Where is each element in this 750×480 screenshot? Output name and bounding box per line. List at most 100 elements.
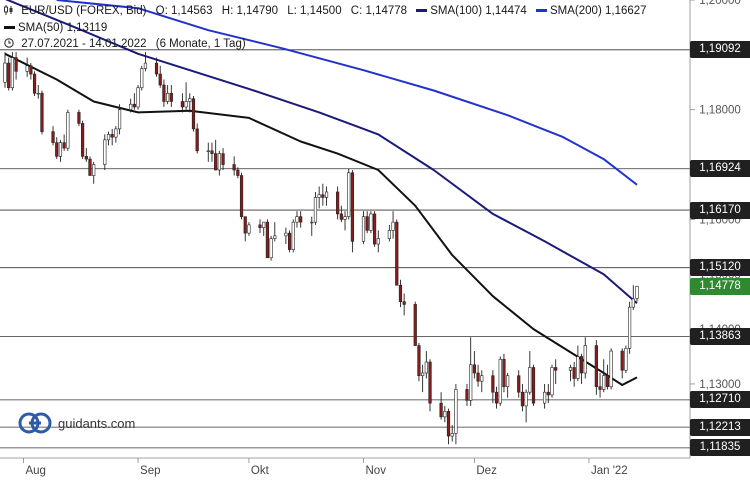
candle bbox=[92, 161, 96, 184]
sma100-legend: SMA(100) 1,14474 bbox=[416, 5, 527, 17]
candle bbox=[25, 57, 29, 77]
candle bbox=[321, 183, 325, 206]
sma100-legend-text: SMA(100) 1,14474 bbox=[430, 5, 527, 17]
candle-body bbox=[40, 92, 44, 132]
candle bbox=[313, 191, 318, 225]
candle-body bbox=[631, 298, 635, 308]
time-tick-label: Jan '22 bbox=[591, 465, 628, 477]
candle bbox=[40, 90, 44, 135]
candle bbox=[55, 137, 59, 160]
candle bbox=[343, 211, 347, 231]
candle-body bbox=[7, 62, 11, 89]
candle-body bbox=[365, 216, 369, 231]
legend-row-range: 27.07.2021 - 14.01.2022 (6 Monate, 1 Tag… bbox=[4, 38, 252, 50]
price-tick-label: 1,18000 bbox=[699, 105, 741, 117]
candle-body bbox=[55, 142, 59, 157]
candle-body bbox=[476, 372, 480, 382]
candle bbox=[136, 85, 140, 110]
ohlc-open: O: 1,14563 bbox=[155, 5, 213, 17]
candle bbox=[10, 52, 14, 91]
candle-body bbox=[158, 73, 162, 86]
candle bbox=[421, 364, 425, 393]
candle bbox=[369, 211, 373, 234]
candle-body bbox=[439, 402, 443, 418]
candle bbox=[188, 93, 192, 113]
candle bbox=[258, 219, 262, 234]
price-level-label: 1,12710 bbox=[690, 391, 750, 409]
candle bbox=[84, 148, 88, 162]
legend-row-sma50: SMA(50) 1,13119 bbox=[4, 22, 113, 34]
sma200-legend: SMA(200) 1,16627 bbox=[536, 5, 647, 17]
candle bbox=[232, 156, 236, 176]
candle-body bbox=[262, 221, 266, 228]
candle bbox=[572, 362, 576, 387]
candle bbox=[498, 356, 502, 406]
candle-body bbox=[317, 194, 321, 198]
price-level-label: 1,16170 bbox=[690, 201, 750, 219]
candle-body bbox=[583, 345, 587, 374]
candle-body bbox=[180, 101, 185, 108]
candle bbox=[517, 370, 521, 398]
candle bbox=[365, 211, 369, 234]
candle bbox=[154, 57, 159, 77]
candle-body bbox=[391, 221, 395, 231]
candle bbox=[594, 340, 598, 395]
candle bbox=[217, 150, 221, 176]
candle-body bbox=[376, 238, 380, 245]
candle-body bbox=[58, 142, 63, 157]
candle bbox=[476, 364, 480, 387]
candle-body bbox=[517, 375, 521, 393]
candle-body bbox=[446, 411, 451, 437]
candle bbox=[546, 383, 550, 404]
guidants-logo[interactable]: guidants.com bbox=[18, 411, 135, 435]
candle bbox=[180, 93, 185, 113]
candle bbox=[158, 65, 162, 88]
candle bbox=[14, 52, 18, 80]
candle bbox=[568, 364, 573, 382]
candle-body bbox=[321, 194, 325, 198]
candle-body bbox=[339, 213, 343, 220]
candle bbox=[77, 109, 81, 127]
candle-body bbox=[421, 372, 425, 377]
candle-body bbox=[129, 103, 133, 111]
candle-body bbox=[620, 350, 624, 371]
candle bbox=[114, 126, 118, 143]
candle-body bbox=[299, 216, 303, 223]
candle bbox=[624, 345, 628, 373]
candle bbox=[450, 425, 454, 442]
candle-body bbox=[361, 216, 366, 242]
candle bbox=[191, 95, 196, 132]
candle bbox=[598, 372, 602, 398]
candle bbox=[391, 211, 395, 239]
candle-body bbox=[605, 375, 610, 387]
ohlc-high: H: 1,14790 bbox=[221, 5, 279, 17]
candle-body bbox=[247, 224, 251, 234]
candle-body bbox=[84, 156, 88, 160]
candle bbox=[446, 408, 451, 445]
candle-body bbox=[14, 57, 18, 72]
candle-body bbox=[232, 164, 236, 171]
candle-body bbox=[417, 345, 421, 377]
candle-body bbox=[609, 350, 613, 387]
candle-body bbox=[528, 367, 532, 393]
candle bbox=[210, 142, 214, 162]
candle bbox=[443, 405, 447, 423]
candle-body bbox=[114, 128, 118, 138]
candle bbox=[310, 216, 314, 236]
period-label: (6 Monate, 1 Tag) bbox=[155, 38, 246, 50]
candle bbox=[62, 134, 66, 151]
candle-body bbox=[347, 172, 351, 217]
candle bbox=[247, 222, 251, 236]
candle-body bbox=[465, 389, 469, 401]
candle bbox=[7, 57, 11, 91]
candle-body bbox=[568, 367, 573, 371]
candle bbox=[66, 109, 70, 151]
candle bbox=[402, 293, 406, 316]
candle-body bbox=[450, 433, 454, 437]
candle bbox=[635, 285, 639, 302]
candle-body bbox=[166, 92, 170, 102]
candle bbox=[287, 230, 292, 253]
candle bbox=[284, 227, 288, 245]
candle-body bbox=[62, 142, 66, 149]
